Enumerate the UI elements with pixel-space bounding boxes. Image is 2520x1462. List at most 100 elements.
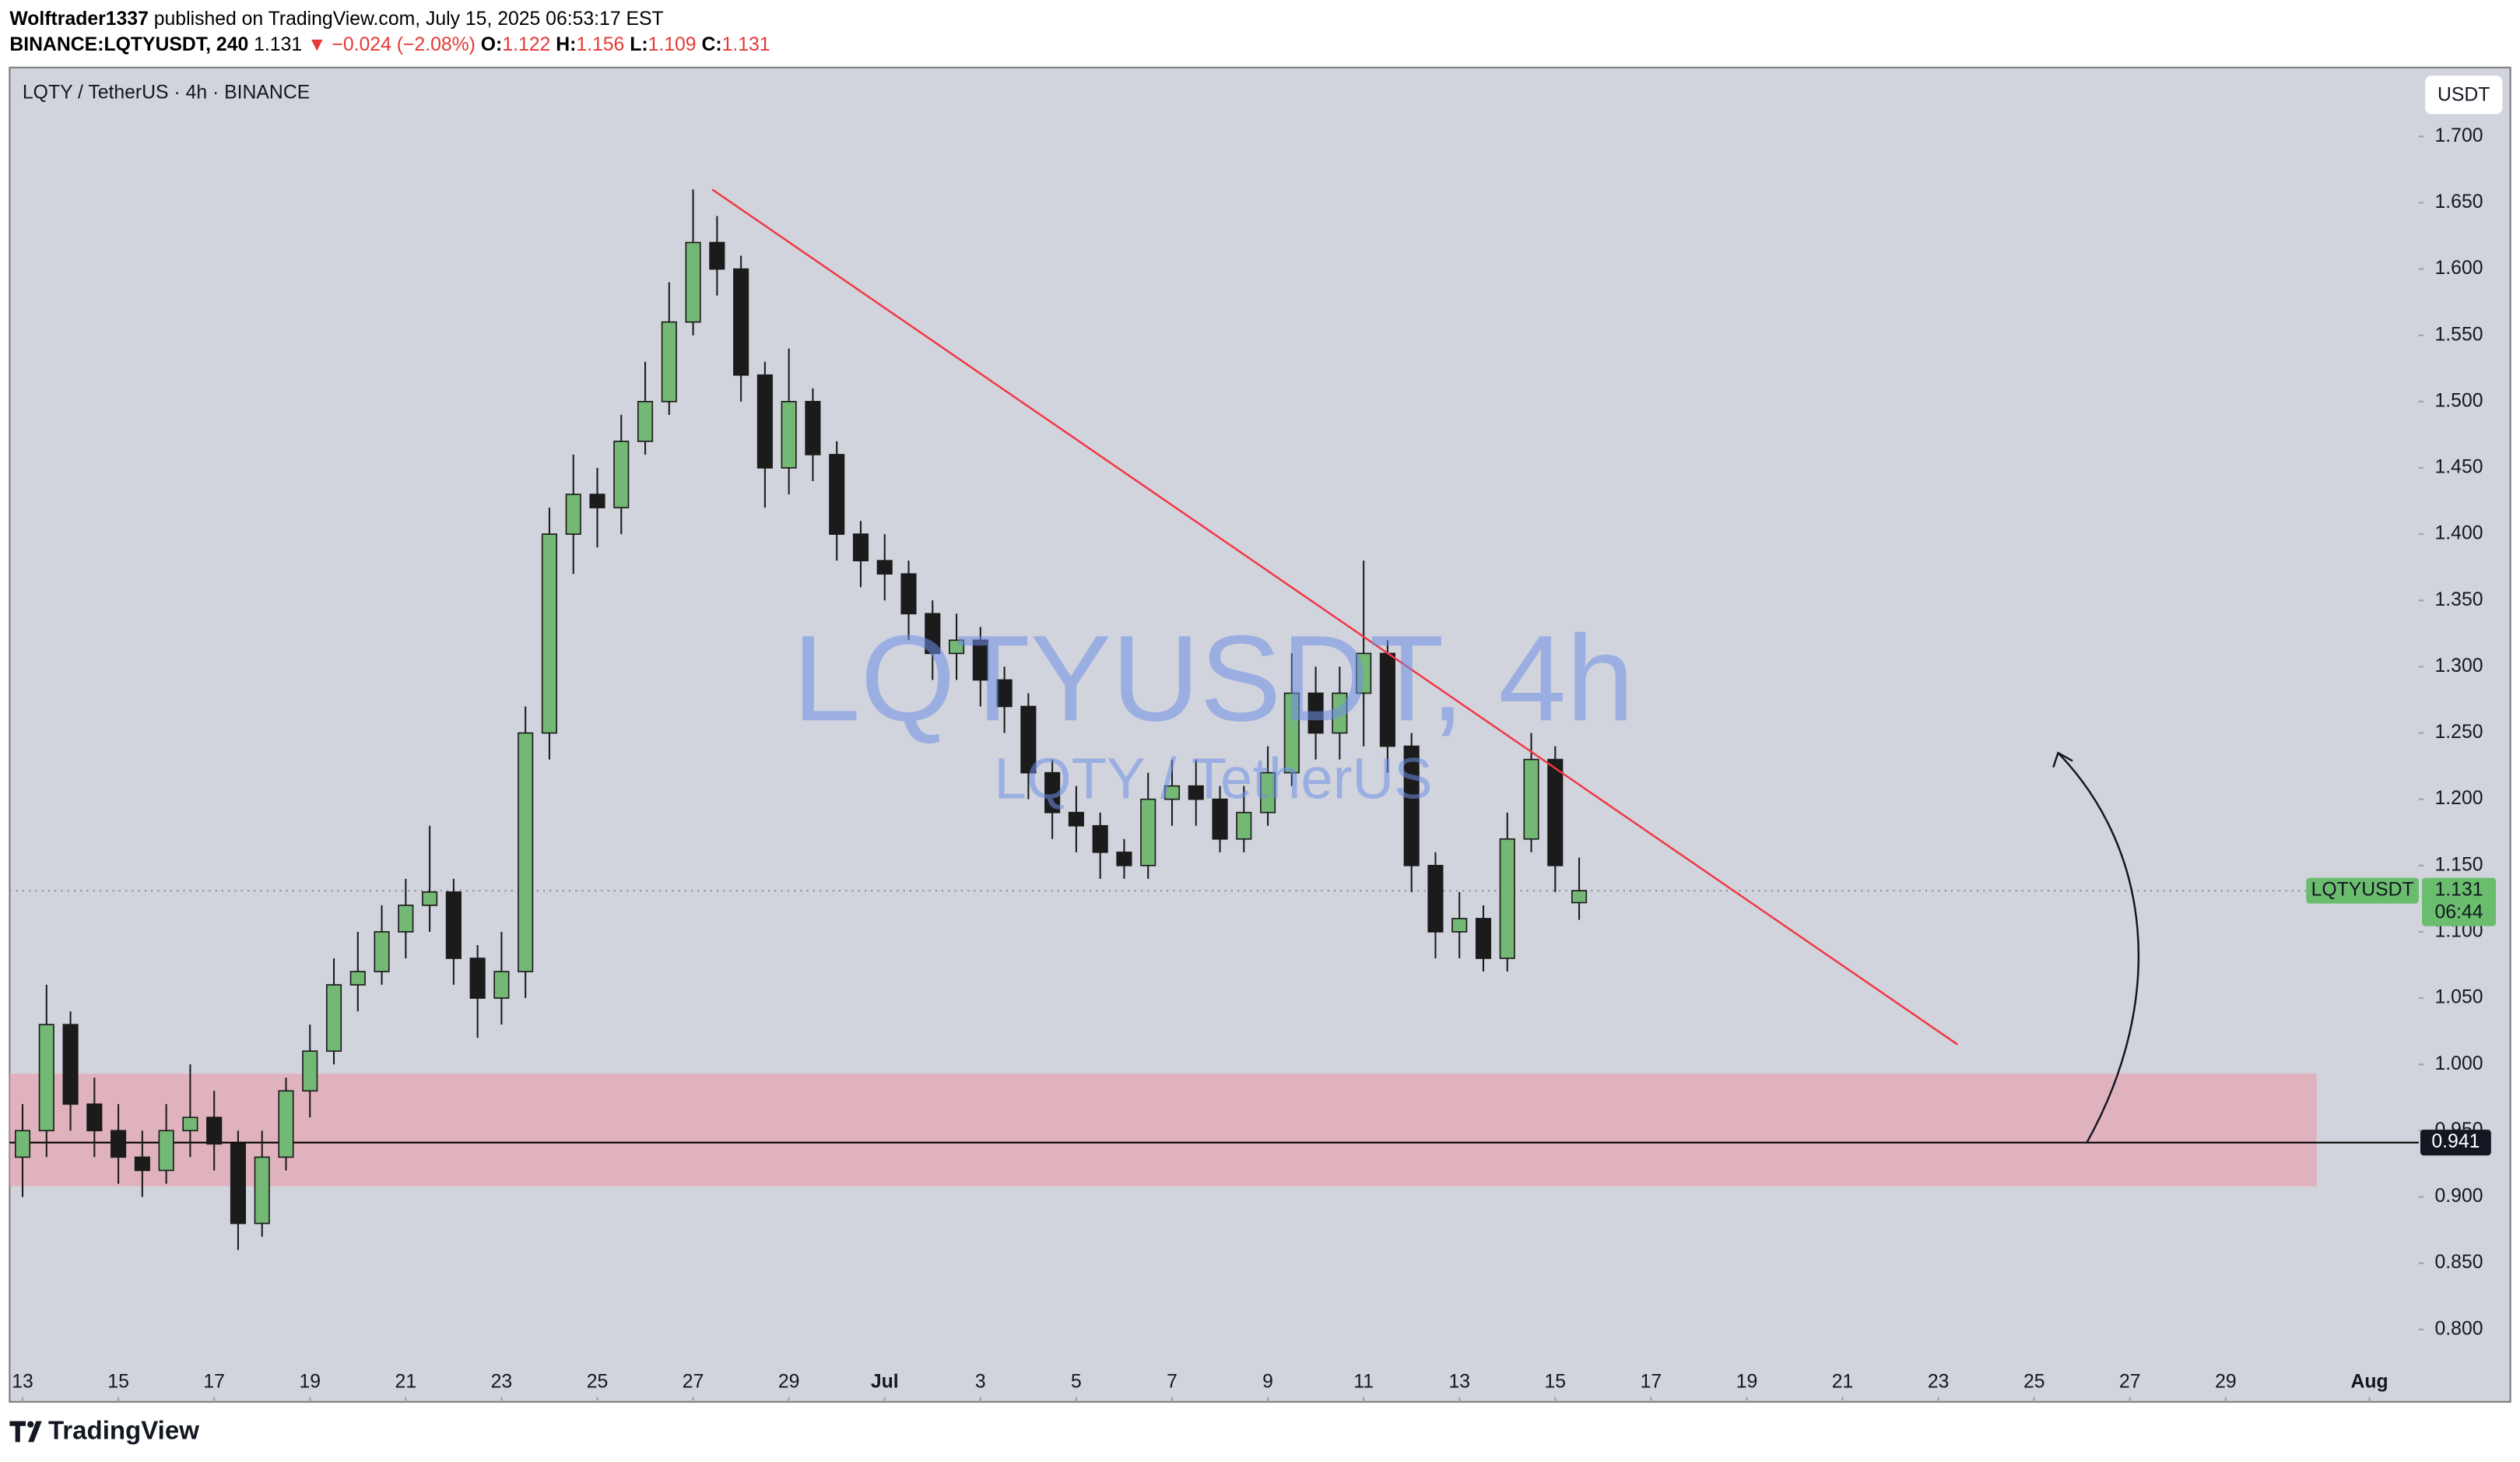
y-tick-label: 1.300 [2435, 655, 2483, 677]
last-price: 1.131 [254, 33, 302, 54]
candle-body [86, 1103, 103, 1132]
x-tick-label: Jul [871, 1372, 899, 1393]
ohlc-label: L: [630, 33, 648, 54]
candle-body [685, 241, 701, 323]
x-tick-label: 19 [299, 1372, 321, 1393]
y-tick-label: 1.150 [2435, 854, 2483, 875]
candle-body [1427, 864, 1444, 933]
candle-body [1236, 811, 1252, 840]
symbol-line: BINANCE:LQTYUSDT, 240 1.131 ▼ −0.024 (−2… [9, 33, 770, 54]
candle-body [589, 494, 605, 508]
x-tick-label: 23 [491, 1372, 513, 1393]
watermark: LQTYUSDT, 4h [792, 610, 1634, 747]
candle-body [325, 984, 342, 1053]
candle-body [1283, 692, 1300, 774]
candle-body [206, 1116, 223, 1145]
candle-body [1116, 851, 1132, 866]
candle-body [1092, 824, 1108, 853]
candle-body [781, 401, 797, 469]
x-tick-label: 27 [2119, 1372, 2141, 1393]
candle-body [398, 905, 414, 933]
ohlc-value: 1.131 [722, 33, 770, 54]
ohlc-value: 1.122 [502, 33, 550, 54]
ohlc-label: H: [556, 33, 576, 54]
candle-body [1020, 705, 1037, 774]
tradingview-logo [9, 1421, 42, 1443]
candle-body [422, 891, 438, 906]
candle-body [637, 401, 654, 442]
arrow [2057, 752, 2140, 1144]
arrow-head [2052, 751, 2073, 768]
x-tick-label: 5 [1071, 1372, 1082, 1393]
candle-body [948, 639, 965, 655]
x-tick-label: 17 [1641, 1372, 1662, 1393]
candle-body [1451, 918, 1468, 933]
candle-body [925, 613, 941, 655]
y-tick-label: 1.000 [2435, 1053, 2483, 1074]
candle-body [756, 374, 773, 469]
brand: TradingView [48, 1417, 199, 1446]
y-tick-label: 0.850 [2435, 1252, 2483, 1273]
candle-body [661, 321, 677, 402]
candle-body [1140, 798, 1156, 866]
x-tick-label: 21 [395, 1372, 417, 1393]
x-tick-label: 21 [1832, 1372, 1854, 1393]
candle-body [349, 971, 366, 986]
x-tick-label: 3 [975, 1372, 986, 1393]
support-zone [9, 1074, 2317, 1186]
candle-body [38, 1024, 54, 1132]
candle-body [158, 1130, 174, 1172]
candle-body [805, 401, 821, 455]
x-tick-label: Aug [2350, 1372, 2388, 1393]
candle-body [1547, 758, 1564, 866]
y-tick-label: 1.400 [2435, 523, 2483, 544]
symbol-tag-box [2306, 877, 2419, 904]
x-tick-label: 29 [778, 1372, 800, 1393]
y-tick-label: 1.050 [2435, 987, 2483, 1008]
y-tick-label: 0.900 [2435, 1186, 2483, 1207]
candle-body [1475, 918, 1492, 959]
y-tick-label: 1.550 [2435, 324, 2483, 345]
candle-body [518, 732, 534, 972]
level-label: 0.941 [2431, 1131, 2480, 1152]
candle-body [733, 268, 749, 376]
candle-body [876, 560, 893, 575]
x-tick-label: 17 [203, 1372, 225, 1393]
countdown: 06:44 [2435, 902, 2483, 923]
ohlc-label: C: [701, 33, 721, 54]
x-tick-label: 27 [683, 1372, 704, 1393]
candle-body [972, 639, 988, 681]
candle-body [1356, 652, 1372, 694]
candle-body [182, 1116, 198, 1132]
trendline [711, 188, 1958, 1046]
y-tick-label: 1.200 [2435, 788, 2483, 809]
candle-body [302, 1050, 318, 1092]
candle-body [1212, 798, 1228, 840]
x-tick-label: 25 [587, 1372, 609, 1393]
y-tick-label: 1.250 [2435, 722, 2483, 743]
symbol-tag: LQTYUSDT [2311, 880, 2414, 901]
x-tick-label: 9 [1262, 1372, 1273, 1393]
y-tick-label: 1.650 [2435, 192, 2483, 213]
candle-body [445, 891, 462, 959]
change: ▼ −0.024 (−2.08%) [307, 33, 476, 54]
candle-body [254, 1156, 270, 1225]
plot-layer: 0.8000.8500.9000.9501.0001.0501.1001.150… [9, 125, 2497, 1402]
y-tick-label: 1.700 [2435, 125, 2483, 146]
candle-body [230, 1143, 246, 1225]
candle-body [278, 1090, 294, 1158]
y-tick-label: 1.600 [2435, 258, 2483, 279]
candle-body [1571, 890, 1588, 904]
currency-button[interactable] [2425, 76, 2503, 114]
candle-body [1523, 758, 1539, 840]
price-label-box [2422, 877, 2497, 926]
publish-line: Wolftrader1337 published on TradingView.… [9, 8, 663, 29]
candle-body [852, 533, 869, 562]
candle-body [134, 1156, 150, 1172]
candle-body [565, 494, 581, 535]
ohlc-value: 1.109 [648, 33, 697, 54]
candle-body [709, 241, 725, 270]
x-tick-label: 29 [2215, 1372, 2237, 1393]
candle-body [1044, 771, 1061, 814]
